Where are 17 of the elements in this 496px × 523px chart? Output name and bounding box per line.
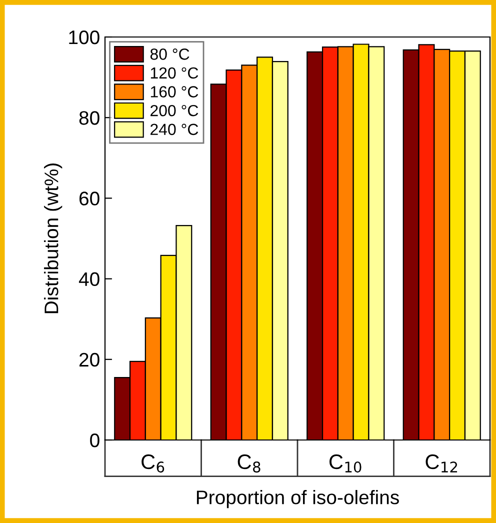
legend-label: 200 °C xyxy=(150,104,198,116)
legend-label: 240 °C xyxy=(150,124,198,136)
x-axis-title: Proportion of iso-olefins xyxy=(196,490,399,508)
x-tick-label: C$_{8}$ xyxy=(238,454,260,473)
legend-label: 160 °C xyxy=(150,86,198,98)
x-tick-label: C$_{6}$ xyxy=(142,454,164,473)
legend-label: 80 °C xyxy=(150,48,190,60)
legend-label: 120 °C xyxy=(150,67,198,79)
y-axis-title: Distribution (wt%) xyxy=(44,164,62,314)
y-tick-label: 0 xyxy=(90,433,100,448)
y-tick-label: 20 xyxy=(79,352,100,367)
y-tick-label: 40 xyxy=(78,272,100,286)
y-tick-label: 60 xyxy=(80,192,100,206)
y-tick-label: 100 xyxy=(69,30,100,44)
x-tick-label: C$_{12}$ xyxy=(426,454,458,472)
x-tick-label: C$_{10}$ xyxy=(329,454,362,473)
y-tick-label: 80 xyxy=(79,111,100,125)
